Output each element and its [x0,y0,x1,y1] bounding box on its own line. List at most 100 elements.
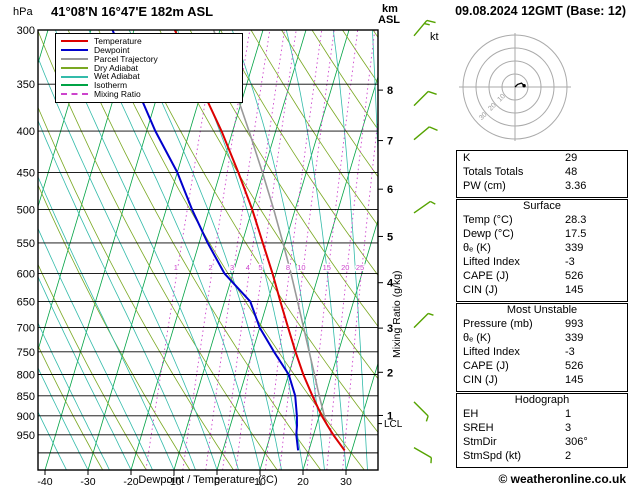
wet-adiabat-lines [38,30,378,470]
temperature-line [173,30,346,451]
svg-text:2: 2 [387,367,393,379]
hodograph-trace [514,82,525,88]
row-value: 29 [565,152,578,164]
legend-item: Mixing Ratio [61,90,237,99]
legend-label: Wet Adiabat [94,71,140,82]
row-label: CIN (J) [463,284,498,296]
row-label: CAPE (J) [463,270,509,282]
row-value: 1 [565,408,572,420]
row-label: θₑ (K) [463,242,491,254]
hodograph-table: Hodograph EH 1 SREH 3 StmDir 306° StmSpd (k… [456,393,628,468]
hodograph-ring [462,34,568,140]
svg-text:850: 850 [17,391,35,403]
legend-item: Parcel Trajectory [61,55,237,64]
legend: Temperature Dewpoint Parcel Trajectory D… [55,33,243,103]
legend-label: Parcel Trajectory [94,53,158,64]
svg-text:-40: -40 [37,476,52,486]
svg-text:20: 20 [297,476,309,486]
svg-text:750: 750 [17,347,35,359]
table-row: StmSpd (kt) 2 [457,449,627,463]
row-label: K [463,152,471,164]
svg-text:10: 10 [297,263,305,272]
skewt-plot: 3003504004505005506006507007508008509009… [17,19,438,486]
svg-text:500: 500 [17,204,35,216]
temperature-line-swatch [61,40,88,43]
svg-text:-10: -10 [166,476,181,486]
table-row: θₑ (K) 339 [457,331,627,345]
table-row: Temp (°C) 28.3 [457,213,627,227]
table-row: SREH 3 [457,421,627,435]
wind-barb [413,126,438,141]
wind-barb [413,19,436,37]
mixing-ratio-axis-title: Mixing Ratio (g/kg) [391,270,403,358]
svg-text:4: 4 [387,278,394,290]
km-axis-label: km [382,3,398,15]
datetime-label: 09.08.2024 12GMT (Base: 12) [455,4,626,18]
row-value: 3 [565,422,572,434]
table-row: CIN (J) 145 [457,373,627,387]
table-row: StmDir 306° [457,435,627,449]
svg-text:600: 600 [17,268,35,280]
mixing-ratio-lines [145,30,378,470]
indices-table: K 29 Totals Totals 48 PW (cm) 3.36 [456,150,628,198]
svg-text:700: 700 [17,323,35,335]
table-row: Lifted Index -3 [457,345,627,359]
hodograph-ring [488,60,542,114]
row-value: 28.3 [565,214,587,226]
wind-barbs [413,19,438,464]
row-label: CAPE (J) [463,360,509,372]
hodograph-ring [475,47,555,127]
table-row: θₑ (K) 339 [457,241,627,255]
dry-adiabat-lines [38,30,378,470]
parcel-trajectory-line [212,30,346,451]
plot-frame [37,29,379,471]
svg-text:20: 20 [341,263,349,272]
svg-text:1: 1 [387,410,393,422]
row-label: Totals Totals [463,166,524,178]
x-axis-title: Dewpoint / Temperature (°C) [138,474,278,486]
page-title: 41°08'N 16°47'E 182m ASL [51,4,214,19]
row-value: 17.5 [565,228,587,240]
section-title: Most Unstable [506,304,578,316]
row-label: CIN (J) [463,374,498,386]
most-unstable-table: Most Unstable Pressure (mb) 993 θₑ (K) 339… [456,303,628,392]
row-label: Pressure (mb) [463,318,533,330]
row-label: SREH [463,422,494,434]
row-value: 2 [565,450,572,462]
legend-label: Temperature [94,36,142,47]
legend-item: Dewpoint [61,46,237,55]
svg-text:5: 5 [258,263,262,272]
legend-label: Mixing Ratio [94,88,141,99]
row-value: -3 [565,346,575,358]
svg-text:550: 550 [17,238,35,250]
svg-text:3: 3 [387,323,393,335]
row-label: StmDir [463,436,497,448]
svg-text:8: 8 [387,85,393,97]
table-row: Dewp (°C) 17.5 [457,227,627,241]
table-row: Lifted Index -3 [457,255,627,269]
hodograph-ring [501,73,529,101]
legend-label: Dewpoint [94,44,130,55]
svg-text:300: 300 [17,25,35,37]
dewpoint-line [111,30,300,451]
row-value: 306° [565,436,588,448]
hodograph-ring-label: 30 [478,111,489,122]
table-row: K 29 [457,151,627,165]
row-value: 993 [565,318,584,330]
row-value: 145 [565,374,584,386]
dry-adiabat-swatch [61,66,88,69]
row-label: StmSpd (kt) [463,450,522,462]
wet-adiabat-swatch [61,75,88,78]
wind-barb [413,200,436,214]
row-label: Lifted Index [463,346,520,358]
legend-item: Wet Adiabat [61,72,237,81]
svg-text:8: 8 [286,263,290,272]
svg-text:650: 650 [17,297,35,309]
row-value: 145 [565,284,584,296]
legend-item: Dry Adiabat [61,63,237,72]
svg-text:350: 350 [17,79,35,91]
hodograph-ring-label: 10 [497,93,508,104]
svg-text:0: 0 [214,476,220,486]
row-value: 48 [565,166,578,178]
